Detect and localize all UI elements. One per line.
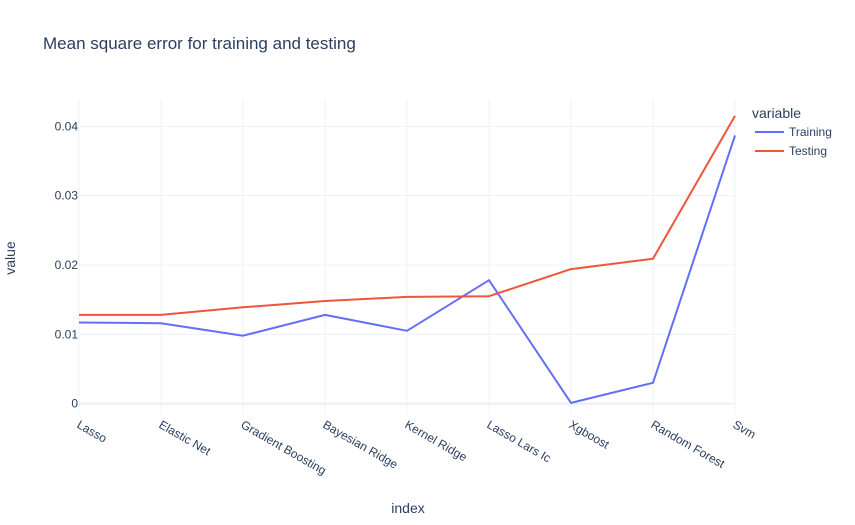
y-tick-label: 0.03 xyxy=(55,189,79,203)
legend-item-training[interactable]: Training xyxy=(789,125,832,139)
y-tick-label: 0.02 xyxy=(55,258,79,272)
y-tick-label: 0.04 xyxy=(55,119,79,133)
x-tick-label: Xgboost xyxy=(567,417,613,451)
x-tick-label: Lasso xyxy=(75,417,110,445)
series-line-training xyxy=(78,135,736,404)
x-tick-labels: Lasso Elastic Net Gradient BoostingBayesia… xyxy=(75,417,759,477)
x-tick-label: Gradient Boosting xyxy=(239,417,329,477)
series-lines xyxy=(78,115,736,404)
x-tick-label: Lasso Lars Ic xyxy=(485,417,554,465)
x-tick-label: Bayesian Ridge xyxy=(321,417,401,471)
series-line-testing xyxy=(79,115,736,316)
y-tick-labels: 0 0.01 0.02 0.03 0.04 xyxy=(55,119,79,410)
x-tick-label: Svm xyxy=(731,417,759,441)
x-axis-title: index xyxy=(391,500,424,516)
x-tick-label: Elastic Net xyxy=(157,417,214,458)
y-tick-label: 0 xyxy=(71,397,78,411)
x-tick-label: Random Forest xyxy=(649,417,728,471)
legend[interactable]: variable Training Testing xyxy=(752,105,832,158)
legend-title: variable xyxy=(752,105,801,121)
x-gridlines xyxy=(78,100,736,414)
chart-title: Mean square error for training and testi… xyxy=(43,34,356,53)
legend-item-testing[interactable]: Testing xyxy=(789,144,827,158)
y-axis-title: value xyxy=(2,241,18,275)
x-tick-label: Kernel Ridge xyxy=(403,417,470,464)
y-tick-label: 0.01 xyxy=(55,327,79,341)
